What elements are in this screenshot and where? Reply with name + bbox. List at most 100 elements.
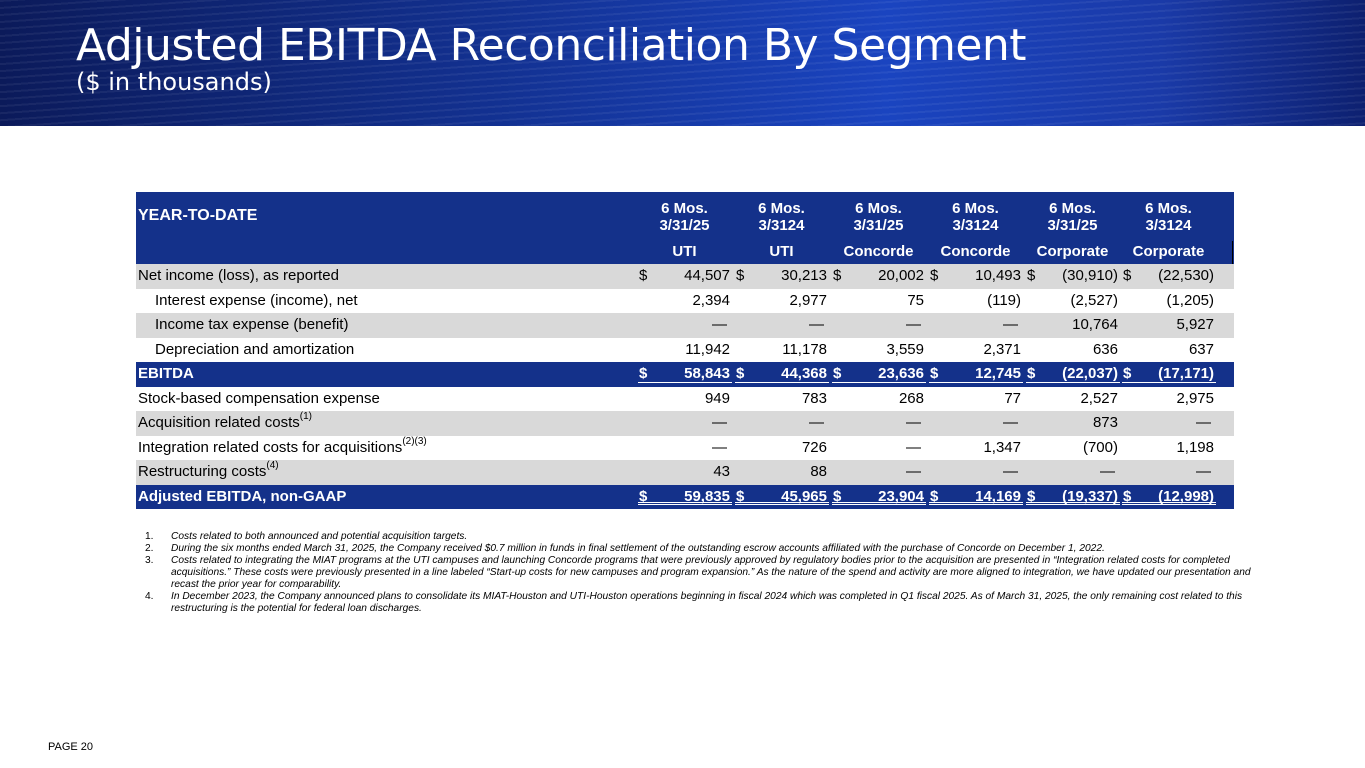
value-cell: — [1120, 460, 1217, 485]
column-period-header: 6 Mos. 3/3124 [733, 200, 830, 234]
page-number: PAGE 20 [48, 741, 94, 753]
value-cell: 949 [636, 387, 733, 412]
value-cell: $30,213 [733, 264, 830, 289]
row-label: Income tax expense (benefit) [155, 313, 348, 338]
cell-value: — [1100, 463, 1115, 480]
reconciliation-table: YEAR-TO-DATE 6 Mos. 3/31/25 6 Mos. 3/3124 6 M… [136, 192, 1234, 509]
cell-value: 23,904 [878, 487, 924, 505]
value-cell: $14,169 [927, 485, 1024, 510]
cell-value: 636 [1092, 340, 1118, 358]
value-cell: $ (22,037) [1024, 362, 1121, 387]
table-row: EBITDA $58,843 $44,368 $23,636 $12,745 $ (22,0… [136, 362, 1234, 387]
row-label-text: Stock-based compensation expense [138, 389, 380, 407]
column-period: 6 Mos. [661, 200, 708, 217]
column-date: 3/3124 [1145, 217, 1192, 234]
footnote-text: During the six months ended March 31, 20… [171, 543, 1105, 554]
value-cell: $58,843 [636, 362, 733, 387]
page-title: Adjusted EBITDA Reconciliation By Segmen… [76, 20, 1027, 71]
cell-value: — [1003, 414, 1018, 431]
cell-value: 2,527 [1080, 389, 1118, 407]
value-cell: $ (30,910) [1024, 264, 1121, 289]
cell-value: 726 [801, 438, 827, 456]
column-segment: Corporate [1132, 243, 1205, 260]
footnote-reference: (2)(3) [402, 435, 427, 447]
row-label: Net income (loss), as reported [138, 264, 339, 289]
table-row: Acquisition related costs(1) — — — — 873 — [136, 411, 1234, 436]
column-date: 3/31/25 [853, 217, 904, 234]
cell-value: 77 [1004, 389, 1021, 407]
cell-value: — [809, 414, 824, 431]
cell-value: 14,169 [975, 487, 1021, 505]
value-cell: (1,205) [1120, 289, 1217, 314]
row-label-text: Depreciation and amortization [155, 340, 355, 358]
total-underline [1122, 381, 1216, 383]
footnote: 3. Costs related to integrating the MIAT … [145, 555, 1255, 591]
value-cell: $ (19,337) [1024, 485, 1121, 510]
cell-value: 43 [713, 463, 730, 480]
row-label-text: Restructuring costs [138, 463, 267, 480]
total-underline [929, 381, 1023, 383]
cell-value: (1,205) [1166, 291, 1214, 309]
table-header-segments: UTI UTI Concorde Concorde Corporate Corporate [136, 240, 1234, 264]
value-cell: 637 [1120, 338, 1217, 363]
value-cell: $45,965 [733, 485, 830, 510]
cell-value: 2,977 [789, 291, 827, 309]
footnotes: 1. Costs related to both announced and po… [145, 531, 1255, 615]
table-row: Depreciation and amortization 11,942 11,17… [136, 338, 1234, 363]
value-cell: 88 [733, 460, 830, 485]
value-cell: 77 [927, 387, 1024, 412]
column-period-header: 6 Mos. 3/3124 [1120, 200, 1217, 234]
column-period-header: 6 Mos. 3/31/25 [1024, 200, 1121, 234]
column-date: 3/3124 [758, 217, 805, 234]
cell-value: 58,843 [684, 365, 730, 382]
footnote-reference: (1) [299, 411, 312, 422]
row-label: Integration related costs for acquisitio… [138, 436, 427, 461]
column-segment: UTI [672, 243, 697, 260]
column-period-header: 6 Mos. 3/31/25 [830, 200, 927, 234]
total-underline [1026, 502, 1120, 505]
footnote-number: 2. [145, 543, 154, 554]
cell-value: 30,213 [781, 267, 827, 284]
cell-value: — [712, 414, 727, 431]
value-cell: 2,371 [927, 338, 1024, 363]
currency-symbol: $ [930, 267, 939, 284]
cell-value: (12,998) [1158, 487, 1214, 505]
value-cell: $44,368 [733, 362, 830, 387]
column-date: 3/31/25 [1047, 217, 1098, 234]
row-label: Interest expense (income), net [155, 289, 358, 314]
value-cell: 1,347 [927, 436, 1024, 461]
footnote-text: In December 2023, the Company announced … [171, 591, 1243, 614]
value-cell: — [636, 313, 733, 338]
cell-value: 2,975 [1176, 389, 1214, 407]
value-cell: 2,527 [1024, 387, 1121, 412]
value-cell: $20,002 [830, 264, 927, 289]
value-cell: — [927, 411, 1024, 436]
value-cell: 3,559 [830, 338, 927, 363]
value-cell: $ (17,171) [1120, 362, 1217, 387]
cell-value: 11,178 [782, 340, 827, 358]
cell-value: 2,394 [692, 291, 730, 309]
total-underline [1026, 381, 1120, 383]
footnote: 1. Costs related to both announced and po… [145, 531, 1255, 543]
value-cell: 726 [733, 436, 830, 461]
table-row: Interest expense (income), net 2,394 2,977… [136, 289, 1234, 314]
value-cell: — [830, 411, 927, 436]
row-label-text: Income tax expense (benefit) [155, 316, 349, 333]
value-cell: 268 [830, 387, 927, 412]
footnote-text: Costs related to both announced and pote… [171, 531, 468, 542]
cell-value: 3,559 [886, 340, 924, 358]
currency-symbol: $ [1123, 267, 1132, 284]
currency-symbol: $ [833, 365, 842, 382]
value-cell: — [636, 436, 733, 461]
row-label: Depreciation and amortization [155, 338, 354, 363]
cell-value: 75 [907, 291, 924, 309]
currency-symbol: $ [639, 267, 648, 284]
total-underline [735, 381, 829, 383]
value-cell: $59,835 [636, 485, 733, 510]
cell-value: 20,002 [878, 267, 924, 284]
cell-value: — [712, 438, 727, 456]
table-row: Integration related costs for acquisitio… [136, 436, 1234, 461]
cell-value: 783 [801, 389, 827, 407]
value-cell: $23,904 [830, 485, 927, 510]
cell-value: 12,745 [975, 365, 1021, 382]
